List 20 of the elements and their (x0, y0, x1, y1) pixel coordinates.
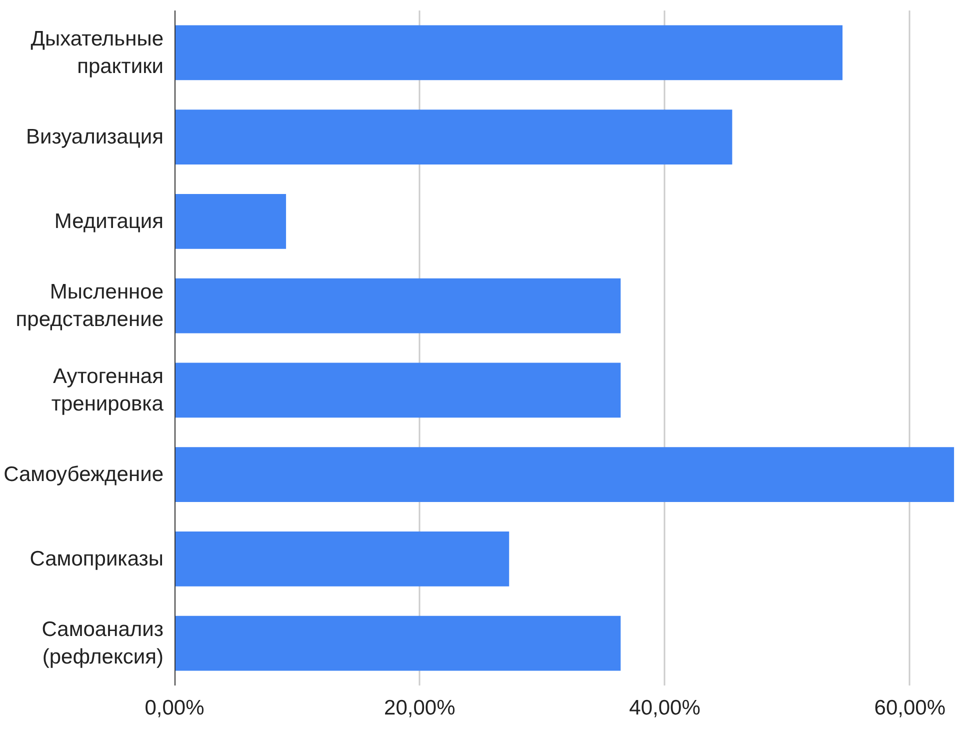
y-tick-label: Дыхательные практики (30, 27, 164, 78)
y-tick-label: Аутогенная тренировка (51, 364, 164, 416)
bar (174, 110, 732, 164)
bar (174, 194, 286, 249)
bar (174, 25, 843, 80)
y-tick-label: Медитация (54, 210, 164, 233)
x-tick-label: 60,00% (874, 696, 946, 720)
y-tick-label: Визуализация (26, 126, 164, 149)
bar (174, 616, 621, 671)
y-tick-label: Самоприказы (30, 547, 164, 570)
bar (174, 447, 954, 502)
y-tick-label: Самоубеждение (4, 463, 164, 486)
x-tick-label: 0,00% (144, 696, 204, 720)
bar (174, 532, 510, 586)
x-tick-label: 40,00% (629, 696, 700, 720)
y-tick-label: Самоанализ (рефлексия) (42, 618, 164, 669)
x-tick-label: 20,00% (384, 696, 456, 720)
bar (174, 278, 621, 334)
bar (174, 362, 621, 418)
y-tick-label: Мысленное представление (16, 280, 164, 332)
